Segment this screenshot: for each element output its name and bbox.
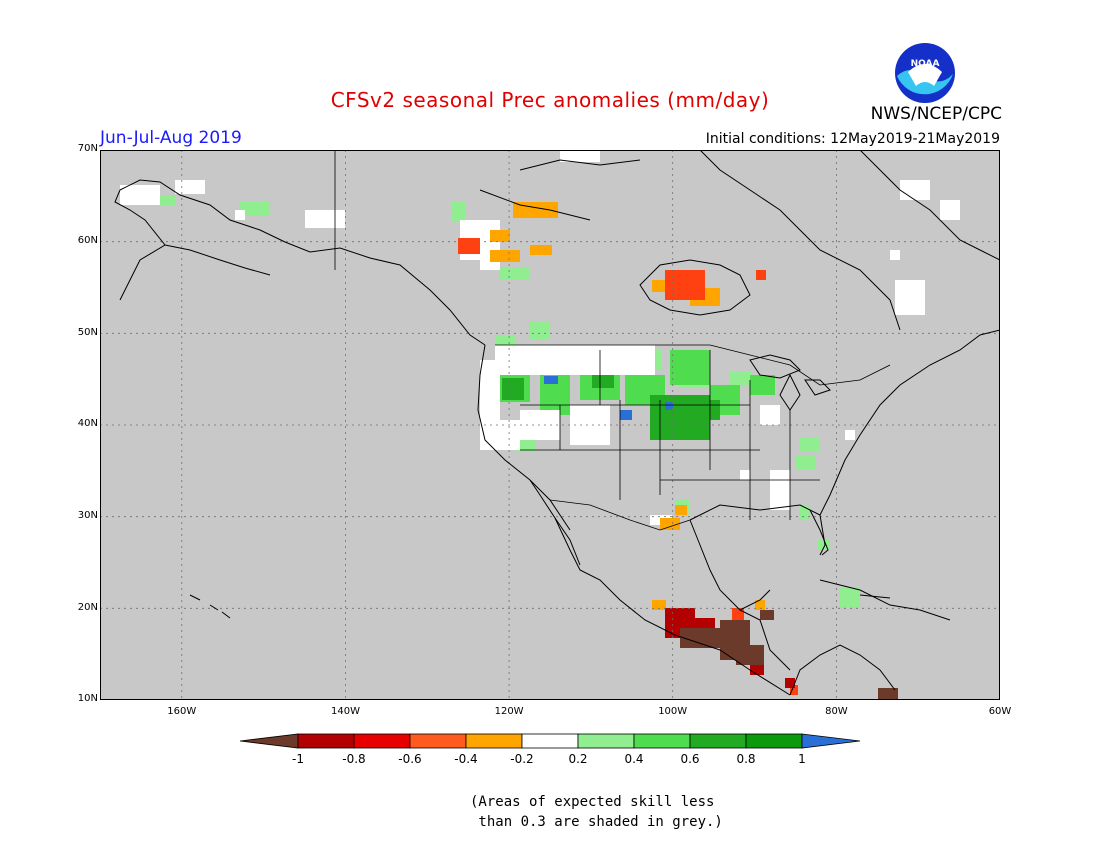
colorbar-swatch-0.4 bbox=[633, 733, 691, 749]
lat-label-60n: 60N bbox=[77, 235, 98, 246]
lon-label-60w: 60W bbox=[988, 706, 1012, 717]
lon-label-100w: 100W bbox=[658, 706, 688, 717]
colorbar-swatch-0.8 bbox=[745, 733, 803, 749]
lon-label-160w: 160W bbox=[167, 706, 197, 717]
anomaly-cells-blue bbox=[544, 376, 673, 420]
anomaly-cells-brown bbox=[680, 610, 898, 700]
agency-label: NWS/NCEP/CPC bbox=[870, 104, 1002, 124]
colorbar-swatch-minus0.8 bbox=[297, 733, 355, 749]
svg-text:NOAA: NOAA bbox=[911, 59, 940, 69]
skill-footnote: (Areas of expected skill less than 0.3 a… bbox=[470, 794, 723, 830]
colorbar-label: -0.2 bbox=[510, 752, 534, 766]
colorbar-label: -0.8 bbox=[342, 752, 366, 766]
precip-anomaly-map bbox=[100, 150, 1000, 700]
borders bbox=[334, 150, 891, 531]
lat-label-50n: 50N bbox=[77, 327, 98, 338]
colorbar-swatch-0.6 bbox=[689, 733, 747, 749]
colorbar-swatch-zero bbox=[521, 733, 579, 749]
initial-conditions-label: Initial conditions: 12May2019-21May2019 bbox=[705, 131, 1000, 147]
colorbar-label: 0.8 bbox=[736, 752, 756, 766]
map-title: CFSv2 seasonal Prec anomalies (mm/day) bbox=[330, 88, 770, 112]
coastlines bbox=[114, 150, 1000, 696]
colorbar bbox=[240, 733, 861, 749]
lat-label-10n: 10N bbox=[77, 693, 98, 704]
lat-label-30n: 30N bbox=[77, 510, 98, 521]
anomaly-cells-red bbox=[458, 238, 798, 695]
colorbar-label: -0.6 bbox=[398, 752, 422, 766]
colorbar-label: 1 bbox=[798, 752, 806, 766]
colorbar-swatch-lt-minus1 bbox=[240, 733, 299, 749]
colorbar-label: -0.4 bbox=[454, 752, 478, 766]
graticule bbox=[100, 150, 1000, 700]
colorbar-swatch-minus0.6 bbox=[353, 733, 411, 749]
lon-label-80w: 80W bbox=[825, 706, 848, 717]
lon-label-120w: 120W bbox=[494, 706, 524, 717]
colorbar-label: 0.2 bbox=[568, 752, 588, 766]
lon-label-140w: 140W bbox=[331, 706, 360, 717]
lat-label-40n: 40N bbox=[77, 418, 98, 429]
colorbar-label: -1 bbox=[292, 752, 304, 766]
noaa-logo-icon: NOAA bbox=[895, 43, 955, 103]
season-label: Jun-Jul-Aug 2019 bbox=[100, 128, 242, 148]
colorbar-label: 0.4 bbox=[624, 752, 644, 766]
colorbar-swatch-gt-1 bbox=[801, 733, 861, 749]
lat-label-70n: 70N bbox=[77, 143, 98, 154]
lat-label-20n: 20N bbox=[77, 602, 98, 613]
colorbar-label: 0.6 bbox=[680, 752, 700, 766]
colorbar-swatch-minus0.2 bbox=[465, 733, 523, 749]
colorbar-swatch-0.2 bbox=[577, 733, 635, 749]
colorbar-swatch-minus0.4 bbox=[409, 733, 467, 749]
